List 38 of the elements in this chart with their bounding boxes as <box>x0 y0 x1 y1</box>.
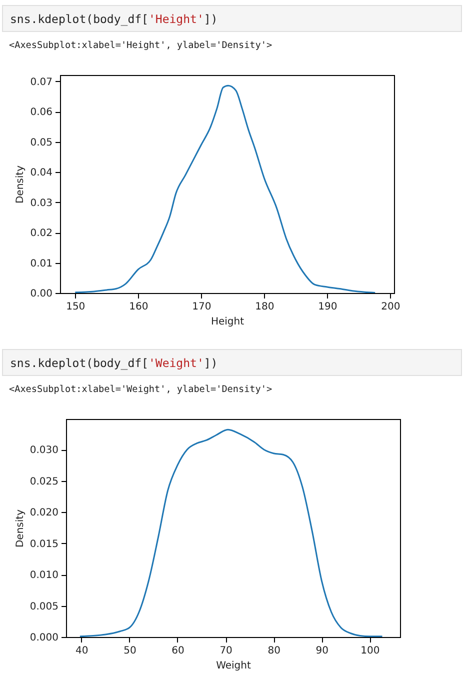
x-tick-label: 50 <box>124 646 136 656</box>
y-tick-label: 0.02 <box>30 228 52 240</box>
x-tick-label: 170 <box>192 302 212 312</box>
y-axis-title: Density <box>14 509 26 548</box>
y-tick-label: 0.04 <box>30 168 52 179</box>
y-tick-label: 0.01 <box>30 258 52 270</box>
x-tick-label: 80 <box>268 646 280 656</box>
y-axis-title: Density <box>15 165 26 204</box>
chart-title: sns.kdeplot(body_df['Weight']) <box>2 349 462 376</box>
x-tick-label: 150 <box>66 302 86 312</box>
y-tick-label: 0.00 <box>30 288 52 300</box>
y-tick-label: 0.025 <box>30 476 58 488</box>
y-tick-label: 0.015 <box>30 538 58 550</box>
x-tick-label: 40 <box>76 646 88 656</box>
chart-subtitle: <AxesSubplot:xlabel='Weight', ylabel='Density'> <box>9 384 272 395</box>
x-tick-label: 100 <box>360 646 380 656</box>
y-tick-label: 0.06 <box>30 107 52 118</box>
x-tick-label: 200 <box>381 302 400 312</box>
y-tick-label: 0.000 <box>30 632 58 644</box>
x-axis-title: Height <box>210 316 244 328</box>
line-series <box>79 428 383 637</box>
y-tick-label: 0.010 <box>30 570 58 582</box>
chart-title: sns.kdeplot(body_df['Height']) <box>2 5 462 32</box>
x-axis-title: Weight <box>216 660 251 672</box>
y-tick-label: 0.030 <box>30 445 58 456</box>
y-tick-label: 0.07 <box>30 76 52 88</box>
line-series <box>74 84 376 293</box>
x-tick-label: 60 <box>172 646 184 656</box>
y-tick-label: 0.03 <box>30 198 52 209</box>
x-tick-label: 160 <box>129 302 148 312</box>
y-tick-label: 0.05 <box>30 137 52 148</box>
x-tick-label: 190 <box>318 302 338 312</box>
y-tick-label: 0.005 <box>30 601 58 612</box>
x-tick-label: 180 <box>255 302 274 312</box>
y-tick-label: 0.020 <box>30 508 58 519</box>
chart-subtitle: <AxesSubplot:xlabel='Height', ylabel='Density'> <box>9 40 272 51</box>
x-tick-label: 90 <box>316 646 329 656</box>
x-tick-label: 70 <box>220 646 232 656</box>
